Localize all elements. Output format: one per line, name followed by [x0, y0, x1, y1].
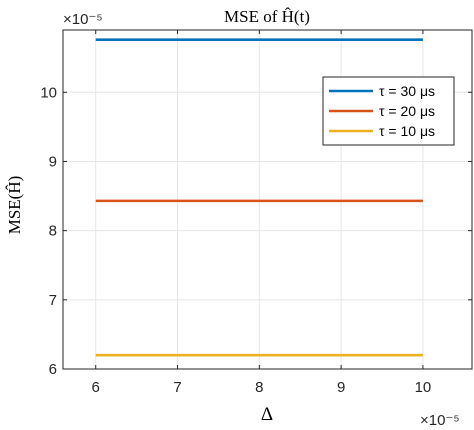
y-axis-exponent: ×10⁻⁵ [63, 11, 103, 28]
legend-label: τ = 10 μs [379, 123, 435, 139]
y-tick-label: 8 [49, 223, 57, 240]
tick-labels: 6 7 8 9 10 6 7 8 9 10 [40, 84, 431, 396]
series-lines [95, 38, 423, 357]
legend-label: τ = 20 μs [379, 103, 435, 119]
x-tick-label: 7 [173, 379, 181, 396]
axes-box [62, 29, 473, 370]
x-tick-label: 10 [415, 379, 432, 396]
ticks [63, 30, 472, 370]
y-tick-label: 6 [49, 361, 57, 378]
x-axis-exponent: ×10⁻⁵ [420, 412, 460, 429]
x-tick-label: 8 [255, 379, 263, 396]
x-tick-label: 9 [337, 379, 345, 396]
x-tick-label: 6 [92, 379, 100, 396]
legend: τ = 30 μs τ = 20 μs τ = 10 μs [322, 76, 455, 146]
legend-label: τ = 30 μs [379, 83, 435, 99]
y-tick-label: 10 [40, 84, 57, 101]
chart-title: MSE of Ĥ(t) [224, 7, 310, 26]
y-tick-label: 9 [49, 153, 57, 170]
x-axis-label: Δ [261, 404, 273, 425]
y-tick-label: 7 [49, 292, 57, 309]
y-axis-label: MSE(Ĥ) [5, 176, 24, 235]
